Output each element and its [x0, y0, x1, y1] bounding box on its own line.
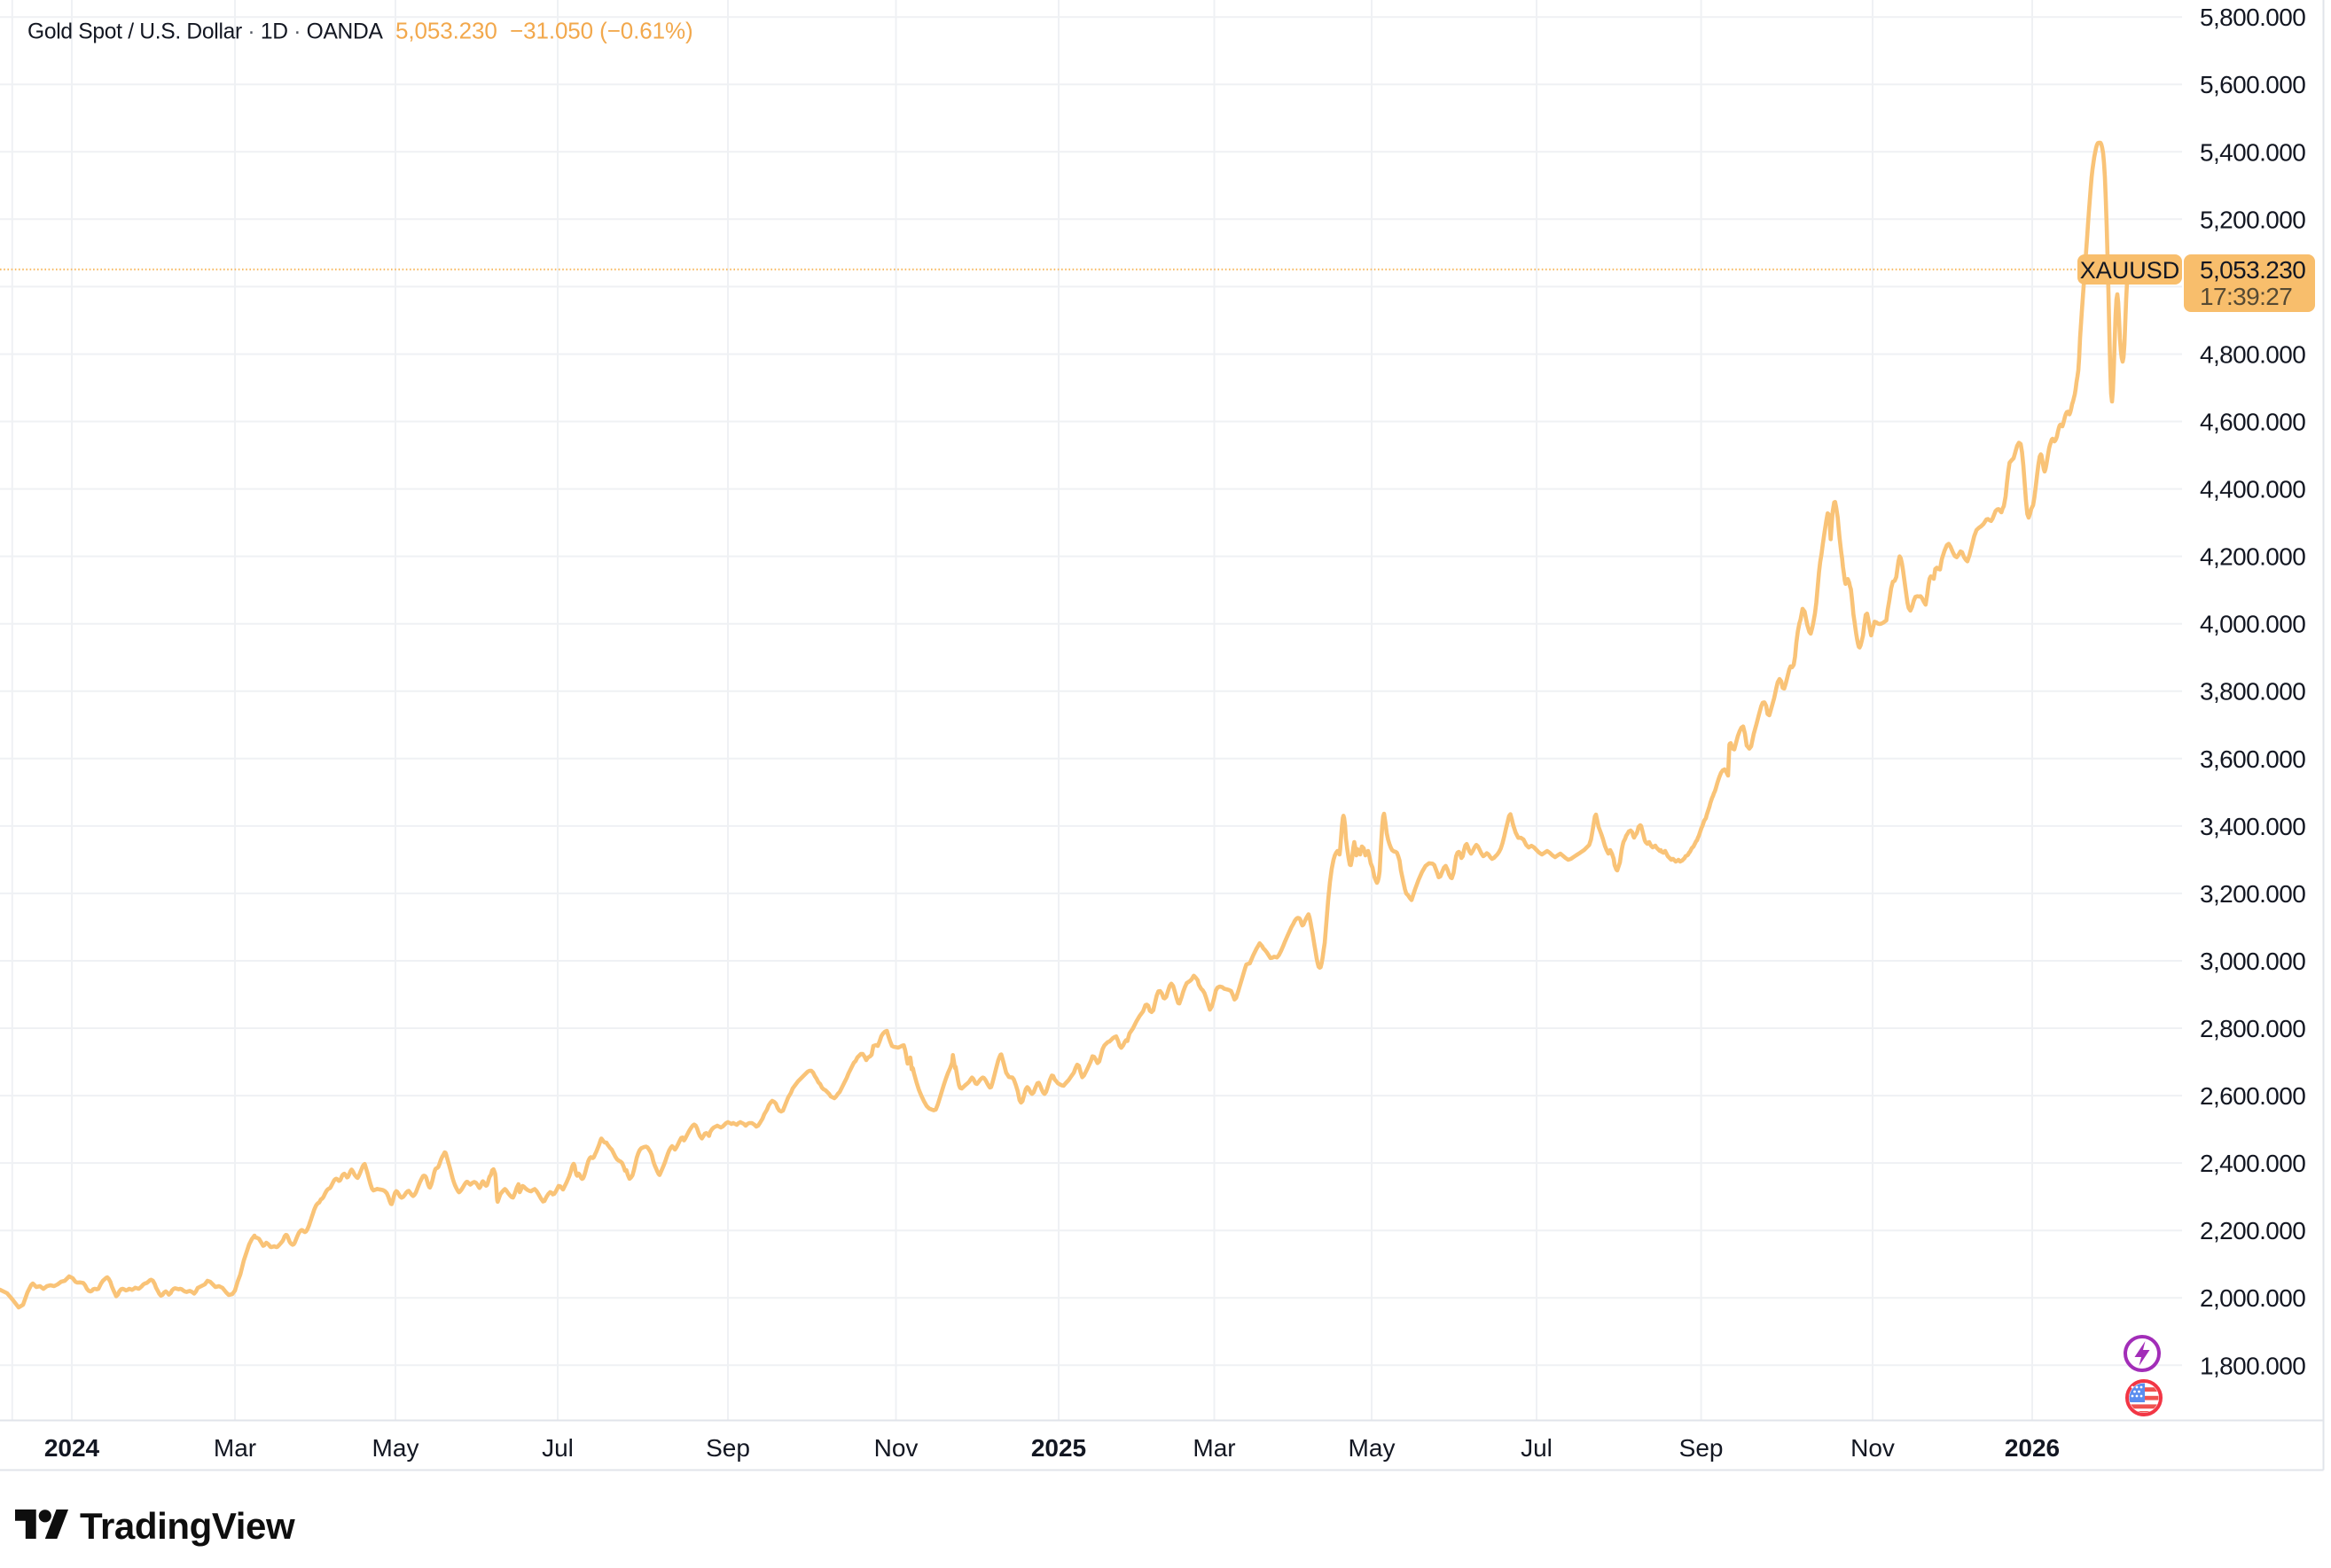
svg-text:5,053.230 −31.050 (−0.61%): 5,053.230 −31.050 (−0.61%): [395, 18, 693, 44]
svg-text:Jul: Jul: [1521, 1434, 1553, 1462]
svg-text:XAUUSD: XAUUSD: [2080, 257, 2180, 284]
svg-text:2,600.000: 2,600.000: [2200, 1082, 2305, 1110]
svg-text:Jul: Jul: [542, 1434, 574, 1462]
svg-text:3,400.000: 3,400.000: [2200, 813, 2305, 840]
svg-text:5,800.000: 5,800.000: [2200, 4, 2305, 31]
svg-text:3,000.000: 3,000.000: [2200, 948, 2305, 975]
svg-text:2,800.000: 2,800.000: [2200, 1015, 2305, 1042]
svg-text:1,800.000: 1,800.000: [2200, 1352, 2305, 1379]
svg-text:5,600.000: 5,600.000: [2200, 71, 2305, 98]
svg-text:17:39:27: 17:39:27: [2200, 283, 2292, 310]
svg-text:4,400.000: 4,400.000: [2200, 476, 2305, 503]
svg-text:3,600.000: 3,600.000: [2200, 745, 2305, 773]
svg-text:Sep: Sep: [706, 1434, 750, 1462]
svg-text:Mar: Mar: [1193, 1434, 1235, 1462]
svg-text:4,800.000: 4,800.000: [2200, 341, 2305, 369]
svg-text:4,000.000: 4,000.000: [2200, 611, 2305, 638]
svg-text:5,400.000: 5,400.000: [2200, 138, 2305, 166]
svg-text:2026: 2026: [2005, 1434, 2060, 1462]
svg-text:2,200.000: 2,200.000: [2200, 1217, 2305, 1244]
svg-text:Sep: Sep: [1679, 1434, 1724, 1462]
svg-text:5,200.000: 5,200.000: [2200, 206, 2305, 233]
svg-text:2025: 2025: [1031, 1434, 1086, 1462]
svg-text:Mar: Mar: [214, 1434, 256, 1462]
svg-text:4,600.000: 4,600.000: [2200, 409, 2305, 436]
svg-text:Nov: Nov: [1850, 1434, 1895, 1462]
svg-text:3,800.000: 3,800.000: [2200, 678, 2305, 706]
svg-text:5,053.230: 5,053.230: [2200, 256, 2305, 284]
svg-text:TradingView: TradingView: [80, 1505, 295, 1547]
svg-text:May: May: [372, 1434, 419, 1462]
svg-text:Gold Spot / U.S. Dollar · 1D ·: Gold Spot / U.S. Dollar · 1D · OANDA: [27, 20, 383, 44]
svg-text:4,200.000: 4,200.000: [2200, 543, 2305, 571]
svg-text:2024: 2024: [44, 1434, 100, 1462]
svg-text:3,200.000: 3,200.000: [2200, 880, 2305, 908]
svg-text:May: May: [1349, 1434, 1396, 1462]
svg-text:2,400.000: 2,400.000: [2200, 1150, 2305, 1177]
svg-text:2,000.000: 2,000.000: [2200, 1284, 2305, 1312]
svg-text:Nov: Nov: [874, 1434, 919, 1462]
